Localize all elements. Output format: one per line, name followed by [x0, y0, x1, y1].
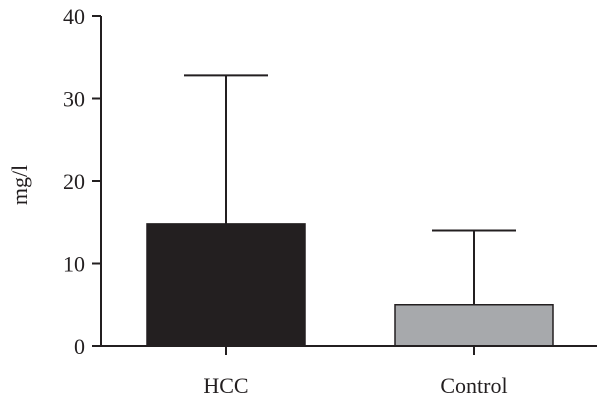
bar-control — [394, 304, 554, 347]
x-tick-label-hcc: HCC — [203, 373, 248, 398]
y-tick-label: 0 — [74, 334, 85, 359]
x-tick-label-control: Control — [440, 373, 507, 398]
y-tick-label: 20 — [63, 169, 85, 194]
bars-layer — [146, 223, 554, 347]
y-tick-label: 30 — [63, 87, 85, 112]
error-bars-layer — [184, 74, 516, 305]
y-axis-label: mg/l — [7, 165, 32, 205]
error-bar-hcc — [184, 74, 268, 224]
bar-hcc — [146, 223, 306, 347]
axes-layer: 0 10 20 30 40 HCC Control — [63, 4, 597, 398]
error-bar-control — [432, 229, 516, 305]
y-tick-label: 10 — [63, 252, 85, 277]
y-tick-label: 40 — [63, 4, 85, 29]
